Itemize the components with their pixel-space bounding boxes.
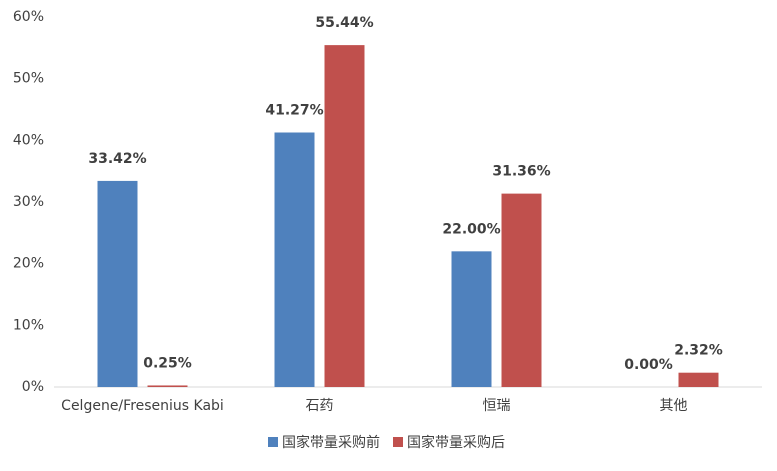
y-tick-label: 30%	[13, 194, 44, 210]
x-tick-label: 石药	[306, 398, 334, 414]
value-label: 41.27%	[265, 103, 323, 119]
x-tick-label: 其他	[660, 398, 688, 414]
bar	[147, 385, 188, 387]
y-tick-label: 20%	[13, 256, 44, 272]
value-label: 0.25%	[143, 355, 192, 371]
y-tick-label: 40%	[13, 132, 44, 148]
y-tick-label: 50%	[13, 71, 44, 87]
x-tick-label: 恒瑞	[483, 398, 511, 414]
legend-swatch	[268, 437, 278, 447]
y-tick-label: 60%	[13, 9, 44, 25]
value-label: 33.42%	[88, 151, 146, 167]
x-tick-label: Celgene/Fresenius Kabi	[61, 398, 224, 414]
bar	[451, 251, 492, 387]
bar	[501, 193, 542, 387]
legend-swatch	[393, 437, 403, 447]
bar	[678, 372, 719, 387]
y-tick-label: 10%	[13, 317, 44, 333]
value-label: 55.44%	[315, 15, 373, 31]
value-label: 0.00%	[624, 357, 673, 373]
value-label: 31.36%	[492, 164, 550, 180]
bar	[97, 180, 138, 387]
bar	[324, 45, 365, 388]
value-label: 22.00%	[442, 221, 500, 237]
y-tick-label: 0%	[22, 379, 44, 395]
value-label: 2.32%	[674, 343, 723, 359]
legend-label: 国家带量采购前	[282, 434, 380, 451]
legend-label: 国家带量采购后	[407, 434, 505, 451]
bar	[274, 132, 315, 387]
